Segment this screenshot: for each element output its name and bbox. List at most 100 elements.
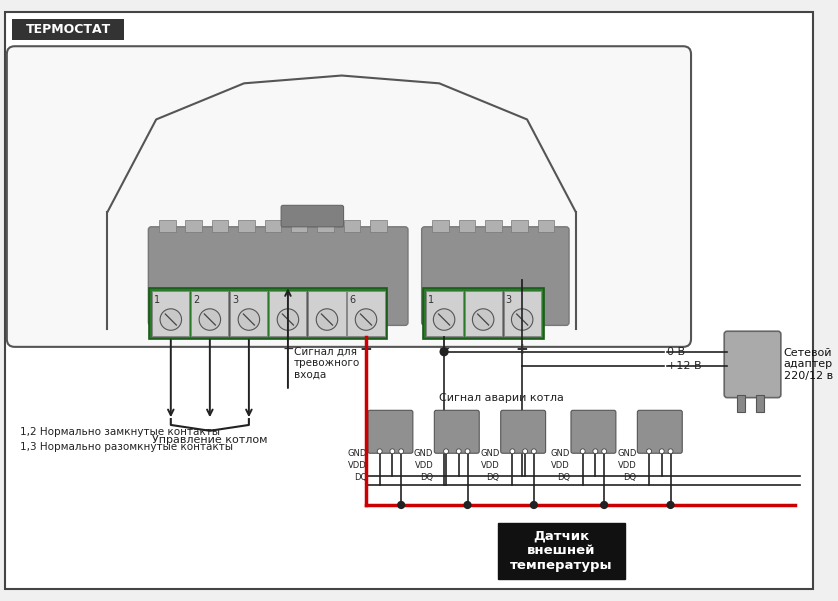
Circle shape (316, 309, 338, 331)
FancyBboxPatch shape (148, 227, 408, 325)
Text: 1,2 Нормально замкнутые контакты: 1,2 Нормально замкнутые контакты (19, 427, 220, 437)
Circle shape (355, 309, 377, 331)
Text: Сигнал аварии котла: Сигнал аварии котла (439, 392, 564, 403)
Bar (464, 291, 502, 336)
FancyBboxPatch shape (422, 227, 569, 325)
Text: DQ: DQ (487, 473, 499, 482)
Text: 1: 1 (154, 295, 160, 305)
Text: Сигнал для
тревожного
входа: Сигнал для тревожного входа (294, 347, 360, 380)
Bar (504, 291, 541, 336)
Bar (185, 220, 202, 232)
Text: Управление котлом: Управление котлом (153, 435, 267, 445)
Text: Датчик
внешней
температуры: Датчик внешней температуры (510, 529, 613, 572)
FancyBboxPatch shape (638, 410, 682, 453)
Circle shape (443, 449, 448, 454)
Circle shape (510, 449, 515, 454)
FancyBboxPatch shape (724, 331, 781, 398)
Bar (159, 220, 176, 232)
Bar (230, 291, 267, 336)
Circle shape (580, 449, 585, 454)
Circle shape (160, 309, 182, 331)
Text: DQ: DQ (420, 473, 433, 482)
Circle shape (238, 309, 260, 331)
Bar (269, 291, 307, 336)
Text: 1,3 Нормально разомкнутые контакты: 1,3 Нормально разомкнутые контакты (19, 442, 232, 451)
FancyBboxPatch shape (434, 410, 479, 453)
Bar (265, 220, 281, 232)
Bar (344, 220, 360, 232)
Circle shape (464, 502, 471, 508)
Circle shape (531, 449, 536, 454)
Bar (291, 220, 308, 232)
Bar (153, 291, 189, 336)
Text: VDD: VDD (415, 461, 433, 470)
Circle shape (530, 502, 537, 508)
FancyBboxPatch shape (501, 410, 546, 453)
Text: Сетевой
адаптер
220/12 в: Сетевой адаптер 220/12 в (784, 348, 833, 381)
Circle shape (377, 449, 382, 454)
Circle shape (457, 449, 461, 454)
Text: VDD: VDD (481, 461, 499, 470)
Bar (238, 220, 255, 232)
Text: GND: GND (617, 450, 636, 459)
Bar (485, 220, 502, 232)
Circle shape (440, 348, 448, 356)
Text: ТЕРМОСТАТ: ТЕРМОСТАТ (26, 23, 111, 36)
FancyBboxPatch shape (571, 410, 616, 453)
Circle shape (399, 449, 404, 454)
Text: +: + (360, 342, 372, 357)
Circle shape (465, 449, 470, 454)
Bar (757, 395, 764, 412)
Text: +12 В: +12 В (667, 361, 701, 371)
Bar (498, 522, 624, 579)
Circle shape (277, 309, 298, 331)
Circle shape (593, 449, 597, 454)
Circle shape (390, 449, 395, 454)
Bar (422, 288, 544, 339)
Text: 2: 2 (194, 295, 199, 305)
Bar (426, 291, 463, 336)
FancyBboxPatch shape (281, 206, 344, 227)
Bar (191, 291, 229, 336)
Bar (370, 220, 386, 232)
FancyBboxPatch shape (368, 410, 413, 453)
Text: DQ: DQ (354, 473, 367, 482)
Bar (212, 220, 229, 232)
Circle shape (660, 449, 665, 454)
Bar (432, 220, 449, 232)
Text: GND: GND (480, 450, 499, 459)
Text: VDD: VDD (618, 461, 636, 470)
Text: −: − (438, 342, 450, 356)
Text: VDD: VDD (551, 461, 570, 470)
Circle shape (398, 502, 405, 508)
Text: 1: 1 (427, 295, 433, 305)
Text: DQ: DQ (557, 473, 570, 482)
Bar (308, 291, 345, 336)
Bar (458, 220, 475, 232)
Bar (12, 19, 124, 40)
Text: 6: 6 (349, 295, 355, 305)
Circle shape (602, 449, 607, 454)
FancyBboxPatch shape (7, 46, 691, 347)
Circle shape (199, 309, 220, 331)
Text: GND: GND (414, 450, 433, 459)
Circle shape (668, 449, 673, 454)
Text: +: + (516, 342, 529, 357)
Text: VDD: VDD (349, 461, 367, 470)
Bar (511, 220, 528, 232)
Circle shape (667, 502, 674, 508)
Text: 3: 3 (232, 295, 239, 305)
Circle shape (647, 449, 651, 454)
Circle shape (511, 309, 533, 331)
Circle shape (601, 502, 608, 508)
Bar (737, 395, 745, 412)
Bar (538, 220, 555, 232)
Circle shape (523, 449, 528, 454)
Circle shape (433, 309, 455, 331)
Bar (149, 288, 387, 339)
Text: −: − (282, 342, 294, 356)
Text: DQ: DQ (623, 473, 636, 482)
Bar (318, 220, 334, 232)
Text: 3: 3 (505, 295, 512, 305)
Text: GND: GND (348, 450, 367, 459)
